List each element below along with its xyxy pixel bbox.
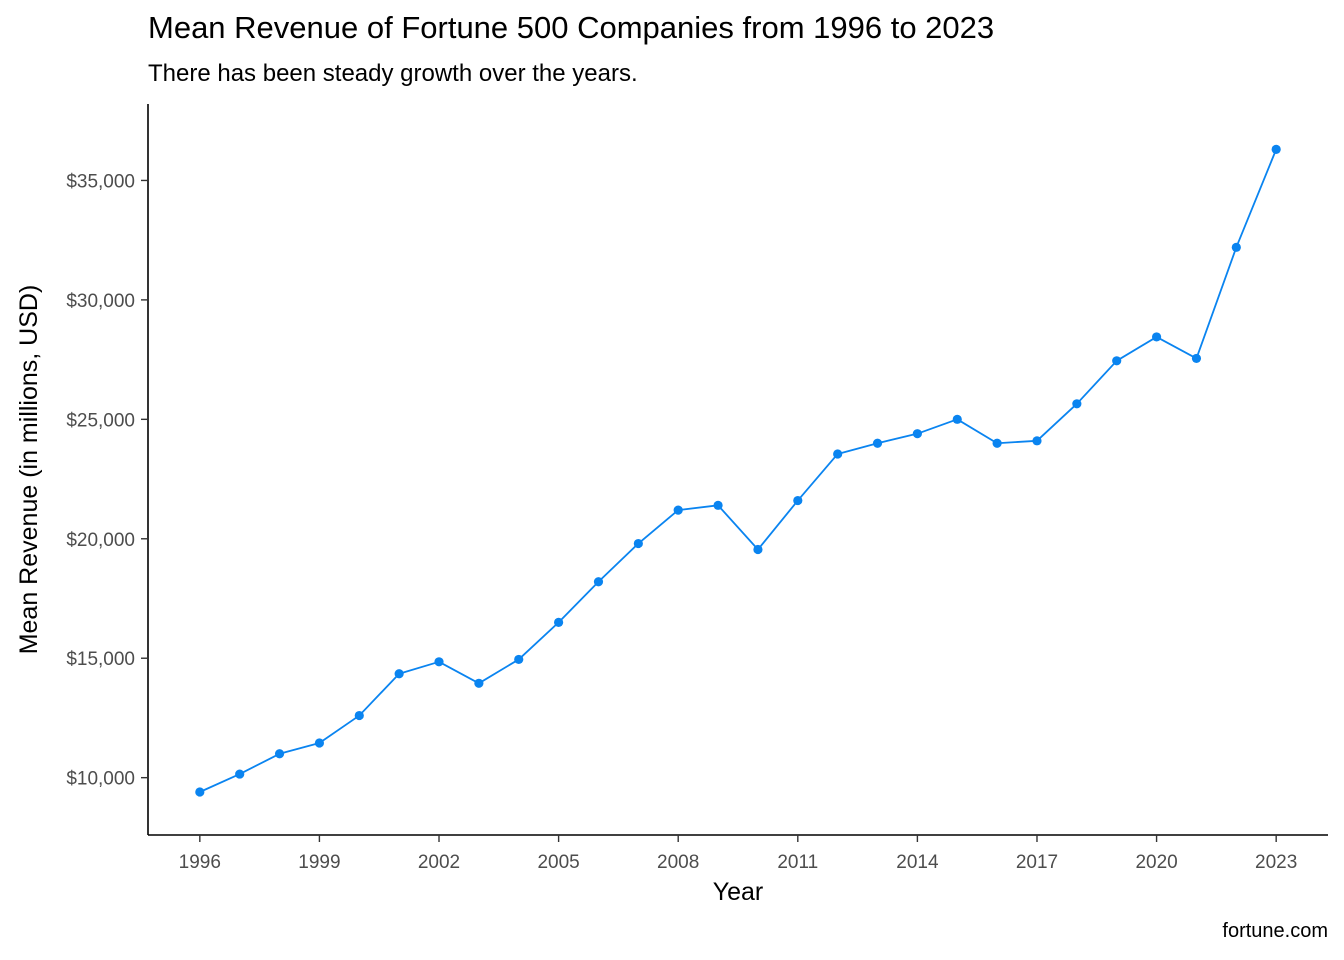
data-point: [1151, 332, 1162, 342]
data-point: [713, 500, 723, 510]
axes: [147, 104, 1328, 836]
x-tick-label: 2017: [1016, 852, 1058, 873]
x-axis-ticks: 1996 1999 2002 2005 2008 2011 2014 2017 2020 2023: [179, 835, 1297, 873]
data-point: [1112, 356, 1122, 366]
data-point: [633, 538, 643, 549]
y-axis-ticks: $10,000 $15,000 $20,000 $25,000 $30,000 $35,0…: [66, 171, 148, 790]
series-line: [199, 149, 1278, 793]
data-point: [1072, 399, 1082, 409]
data-point: [793, 495, 803, 506]
chart-title: Mean Revenue of Fortune 500 Companies fr…: [148, 10, 995, 45]
x-tick-label: 1996: [179, 852, 221, 873]
x-tick-label: 2014: [896, 852, 939, 873]
data-point: [394, 669, 404, 679]
data-point: [992, 438, 1002, 448]
series-mean-revenue: [195, 144, 1281, 797]
y-tick-label: $20,000: [66, 530, 135, 551]
data-point: [554, 617, 564, 627]
source-caption: fortune.com: [1222, 920, 1328, 942]
x-axis-title: Year: [713, 878, 764, 906]
data-point: [1231, 242, 1241, 252]
y-tick-label: $15,000: [66, 649, 135, 670]
data-point: [274, 749, 285, 759]
data-point: [753, 544, 763, 555]
x-tick-label: 2002: [418, 852, 460, 873]
data-point: [434, 657, 444, 667]
data-point: [593, 577, 604, 587]
data-point: [195, 787, 205, 797]
data-point: [1191, 353, 1202, 364]
y-axis-title: Mean Revenue (in millions, USD): [15, 285, 43, 655]
y-tick-label: $10,000: [66, 769, 135, 790]
x-tick-label: 1999: [298, 852, 340, 873]
data-point: [673, 505, 683, 515]
data-point: [1271, 144, 1281, 154]
data-point: [514, 654, 524, 665]
data-point: [912, 429, 922, 439]
data-point: [314, 738, 325, 748]
x-tick-label: 2005: [537, 852, 579, 873]
data-point: [952, 414, 962, 424]
data-point: [872, 438, 883, 448]
x-tick-label: 2008: [657, 852, 699, 873]
y-tick-label: $30,000: [66, 291, 135, 312]
data-point: [235, 769, 245, 779]
chart-subtitle: There has been steady growth over the ye…: [148, 60, 638, 87]
data-point: [833, 449, 843, 459]
x-tick-label: 2011: [777, 852, 818, 873]
data-point: [1032, 436, 1042, 446]
data-point: [474, 678, 484, 688]
x-tick-label: 2023: [1255, 852, 1297, 873]
x-tick-label: 2020: [1135, 852, 1177, 873]
y-tick-label: $35,000: [66, 171, 135, 192]
data-point: [354, 710, 364, 721]
y-tick-label: $25,000: [66, 410, 135, 431]
